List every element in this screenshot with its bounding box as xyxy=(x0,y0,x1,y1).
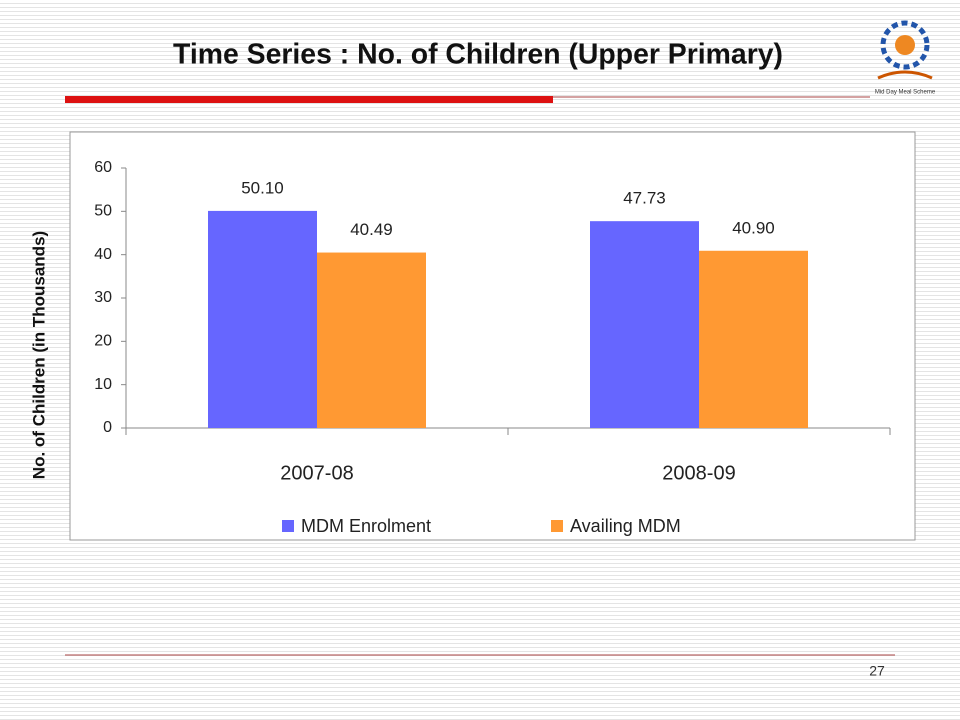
x-tick-label: 2007-08 xyxy=(280,462,353,484)
y-tick-label: 0 xyxy=(103,419,112,436)
legend-label: MDM Enrolment xyxy=(301,516,431,536)
data-label: 40.90 xyxy=(732,218,775,237)
x-tick-label: 2008-09 xyxy=(662,462,735,484)
legend-swatch xyxy=(282,520,294,532)
bar xyxy=(699,250,808,428)
page-number: 27 xyxy=(869,663,885,679)
y-tick-label: 60 xyxy=(94,159,112,176)
data-label: 47.73 xyxy=(623,189,666,208)
title-underline xyxy=(65,96,553,103)
y-tick-label: 50 xyxy=(94,203,112,220)
y-tick-label: 10 xyxy=(94,376,112,393)
y-tick-label: 20 xyxy=(94,333,112,350)
legend-swatch xyxy=(551,520,563,532)
logo: Mid Day Meal Scheme xyxy=(875,20,936,96)
bar xyxy=(208,210,317,428)
legend-label: Availing MDM xyxy=(570,516,681,536)
y-tick-label: 30 xyxy=(94,289,112,306)
logo-ring xyxy=(880,20,930,70)
logo-text: Mid Day Meal Scheme xyxy=(875,90,936,96)
y-tick-label: 40 xyxy=(94,246,112,263)
data-label: 40.49 xyxy=(350,220,393,239)
bar xyxy=(317,252,426,428)
data-label: 50.10 xyxy=(241,178,284,197)
logo-center xyxy=(895,35,915,55)
slide-title: Time Series : No. of Children (Upper Pri… xyxy=(173,39,783,71)
logo-book xyxy=(877,70,933,80)
y-axis-label: No. of Children (in Thousands) xyxy=(29,231,48,479)
bar xyxy=(590,221,699,428)
